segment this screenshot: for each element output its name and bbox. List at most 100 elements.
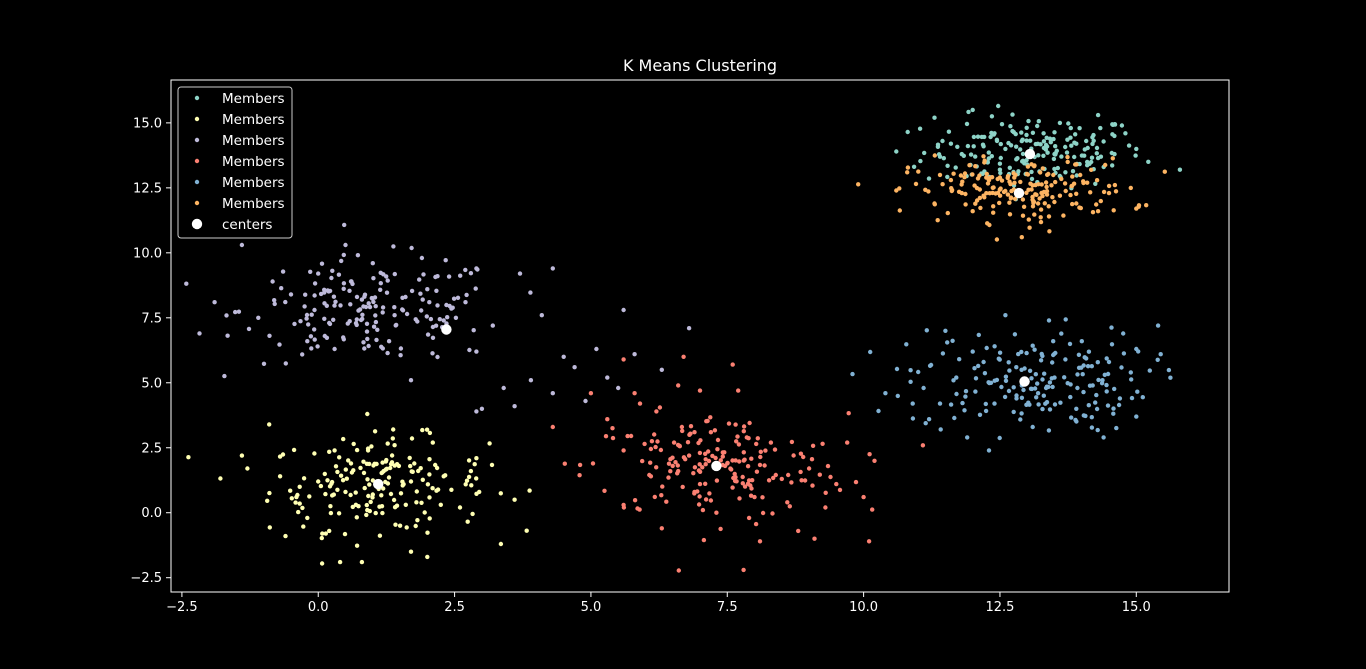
data-point [392,313,397,318]
data-point [916,369,921,375]
data-point [1013,172,1018,178]
data-point [949,188,954,194]
data-point [380,470,385,475]
data-point [652,494,657,500]
data-point [594,346,599,352]
data-point [876,408,881,414]
data-point [1051,172,1056,178]
series-2 [186,411,532,566]
data-point [295,492,300,498]
data-point [373,313,378,318]
data-point [973,376,979,381]
data-point [1166,367,1172,373]
data-point [789,480,794,485]
legend-marker [194,179,200,185]
data-point [441,318,446,323]
data-point [320,531,325,536]
data-point [1003,146,1008,152]
data-point [373,510,378,516]
data-point [279,286,284,291]
data-point [968,152,974,157]
data-point [1062,375,1067,380]
data-point [373,304,378,309]
data-point [350,281,355,287]
data-point [186,455,191,460]
legend-marker [194,95,200,101]
data-point [1096,377,1101,383]
data-point [680,428,685,434]
data-point [937,401,943,406]
data-point [1025,164,1031,169]
data-point [427,300,432,305]
data-point [418,466,423,471]
data-point [389,453,395,458]
data-point [477,489,482,495]
data-point [748,493,754,498]
data-point [746,436,751,441]
data-point [996,356,1001,361]
data-point [363,304,369,310]
data-point [1029,176,1035,182]
data-point [1028,138,1033,143]
data-point [364,321,370,326]
data-point [394,462,400,467]
data-point [378,281,383,286]
data-point [388,491,394,497]
data-point [1098,198,1104,204]
data-point [1048,140,1054,145]
data-point [868,349,873,355]
data-point [1003,188,1008,194]
data-point [1155,357,1160,362]
data-point [1032,163,1037,168]
data-point [324,335,330,340]
data-point [1168,375,1173,380]
data-point [373,319,379,325]
data-point [1042,201,1048,206]
data-point [398,353,403,358]
data-point [935,142,941,147]
data-point [1104,356,1109,361]
data-point [360,312,365,317]
data-point [379,344,384,349]
data-point [302,304,307,309]
data-point [362,485,367,491]
data-point [1007,179,1012,184]
data-point [670,463,675,469]
legend-label: Members [222,196,285,212]
data-point [312,451,317,456]
data-point [741,424,747,429]
data-point [703,497,709,502]
data-point [391,244,396,249]
data-point [354,447,360,453]
data-point [742,457,747,462]
data-point [527,488,532,493]
data-point [1003,313,1008,318]
data-point [341,286,346,291]
data-point [992,401,997,406]
data-point [1041,131,1046,136]
data-point [550,266,555,271]
legend-marker [194,137,200,143]
data-point [718,458,723,463]
data-point [1045,150,1050,155]
data-point [338,303,343,308]
data-point [256,315,261,320]
data-point [490,323,495,328]
data-point [1111,208,1116,213]
data-point [322,471,327,477]
data-point [327,528,332,534]
data-point [325,478,330,483]
data-point [412,461,417,466]
data-point [283,299,288,305]
data-point [999,122,1005,127]
y-tick-label: 12.5 [133,181,162,196]
data-point [303,292,308,297]
data-point [354,543,360,548]
data-point [342,222,347,228]
data-point [747,420,752,426]
data-point [1052,402,1058,407]
data-point [1007,165,1012,170]
data-point [1049,376,1055,381]
data-point [1054,148,1060,153]
data-point [654,465,659,470]
